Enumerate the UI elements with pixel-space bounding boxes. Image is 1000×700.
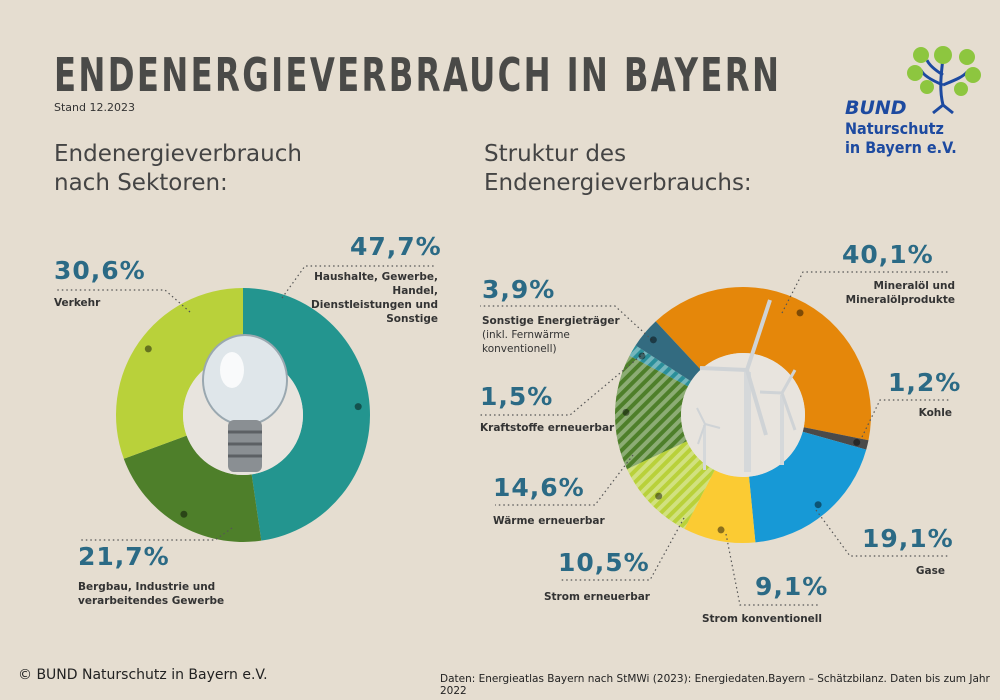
marker-dot-0 [354,403,362,411]
pct-haushalte: 47,7% [350,232,442,261]
leader-gase [815,509,948,557]
pct-mineraloel: 40,1% [842,240,934,269]
marker-dot-4 [655,492,663,500]
pct-industrie: 21,7% [78,542,170,571]
slice-stripes-4 [626,441,715,529]
page-title: ENDENERGIEVERBRAUCH IN BAYERN [54,48,782,102]
leader-kohle [861,399,950,438]
slice-stripes-6 [629,345,691,387]
label-gase: Gase [915,565,945,577]
logo-bund: BUND [845,97,907,119]
label-kohle: Kohle [918,407,952,419]
lightbulb-icon [202,334,288,472]
leader-strom-ern [560,517,685,581]
marker-dot-7 [649,336,657,344]
marker-dot-1 [180,510,188,518]
data-source: Daten: Energieatlas Bayern nach StMWi (2… [440,673,990,697]
pct-verkehr: 30,6% [54,256,146,285]
slice-1 [802,427,869,450]
marker-dot-0 [796,309,804,317]
marker-dot-2 [814,501,822,509]
marker-dot-5 [622,408,630,416]
pct-sonstige: 3,9% [482,275,556,304]
slice-stripes-5 [615,355,689,470]
leader-mineraloel [781,271,950,314]
slice-2 [115,288,243,459]
leader-haushalte [281,265,435,299]
label-verkehr: Verkehr [54,297,101,309]
slice-3 [684,470,756,543]
pct-strom-konv: 9,1% [755,572,829,601]
label-haushalte: Haushalte, Gewerbe, Handel, Dienstleistu… [311,271,438,325]
label-waerme: Wärme erneuerbar [493,515,605,527]
pct-strom-ern: 10,5% [558,548,650,577]
logo-line2: in Bayern e.V. [845,138,957,157]
label-sonstige-note: (inkl. Fernwärme konventionell) [482,329,570,355]
donut-hole [681,353,805,477]
pct-waerme: 14,6% [493,473,585,502]
left-chart-title: Endenergieverbrauch nach Sektoren: [54,141,302,196]
label-strom-ern: Strom erneuerbar [543,591,650,603]
leader-sonstige [480,305,653,341]
marker-dot-6 [638,352,646,360]
label-sonstige-main: Sonstige Energieträger [482,315,620,327]
slice-1 [123,435,262,542]
slice-7 [635,321,701,382]
pct-kraftstoffe: 1,5% [480,382,554,411]
pct-gase: 19,1% [862,524,954,553]
logo-line1: Naturschutz [845,119,944,138]
pct-kohle: 1,2% [888,368,962,397]
label-mineraloel: Mineralöl und Mineralölprodukte [845,280,955,306]
slice-0 [655,287,872,441]
leader-kraftstoffe [480,352,645,416]
label-industrie: Bergbau, Industrie und verarbeitendes Ge… [78,581,225,607]
slice-2 [749,431,867,543]
copyright: © BUND Naturschutz in Bayern e.V. [18,667,268,683]
right-chart-title: Struktur des Endenergieverbrauchs: [484,141,752,196]
wind-turbine-icon [696,299,797,472]
leader-strom-konv [725,533,820,606]
marker-dot-3 [717,526,725,534]
marker-dot-1 [853,438,861,446]
stand-date: Stand 12.2023 [54,101,135,114]
label-kraftstoffe: Kraftstoffe erneuerbar [480,422,615,434]
label-sonstige: Sonstige Energieträger (inkl. Fernwärme k… [482,314,622,356]
marker-dot-2 [144,345,152,353]
label-strom-konv: Strom konventionell [701,613,822,625]
tree-icon [907,46,981,115]
